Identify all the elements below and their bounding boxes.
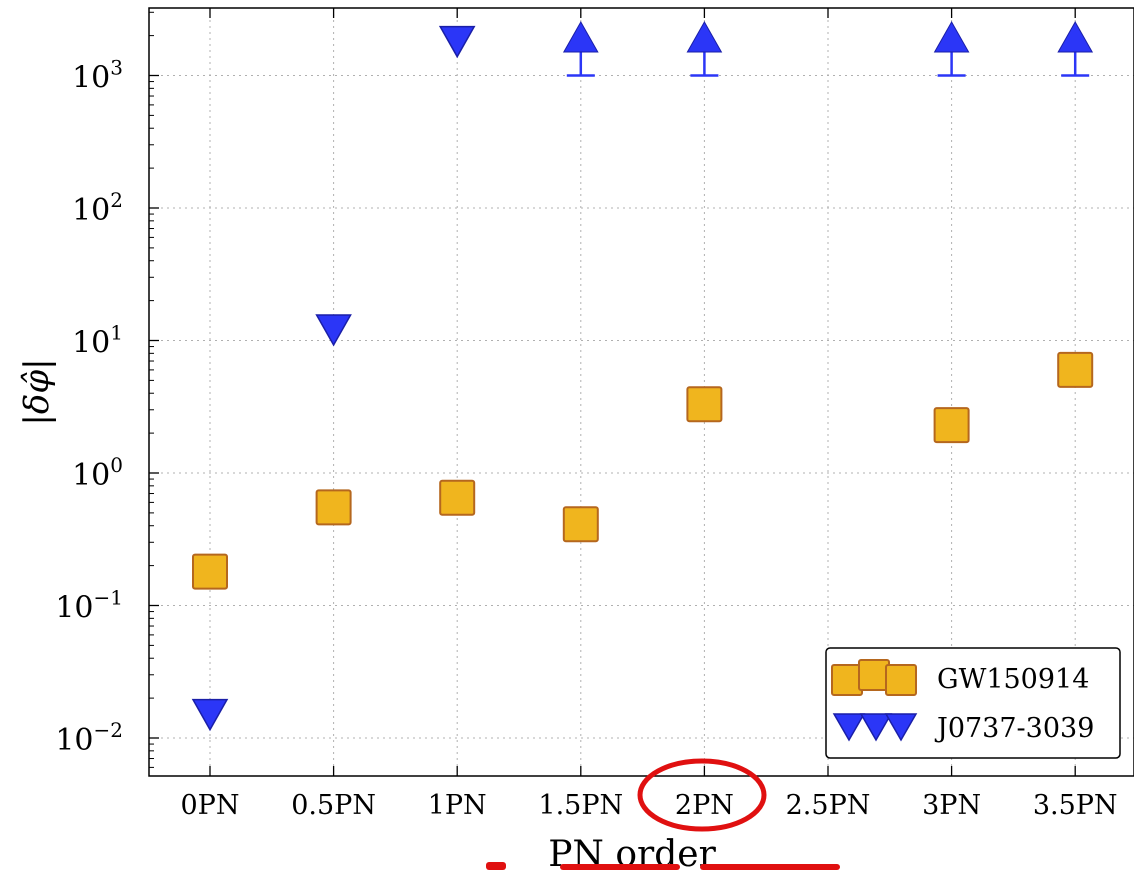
marker-gw150914-2pn: [686, 386, 723, 423]
data-markers: [191, 20, 1094, 732]
legend-square-1: [858, 659, 890, 691]
marker-gw150914-1-5pn: [562, 506, 599, 543]
marker-j0737-3039-0pn: [191, 698, 229, 732]
limit-arrow-j0737-3039-3-5pn: [1057, 20, 1094, 77]
y-tick-label: 100: [72, 453, 123, 493]
legend-label-gw150914: GW150914: [937, 664, 1089, 695]
legend-marker-gw150914: [831, 659, 917, 696]
y-tick-label: 10−2: [55, 718, 123, 758]
marker-j0737-3039-1pn: [438, 25, 476, 59]
limit-arrow-j0737-3039-3pn: [933, 20, 970, 77]
x-tick-label: 3.5PN: [1033, 790, 1118, 821]
marker-j0737-3039-0-5pn: [315, 314, 352, 347]
limit-arrow-j0737-3039-2pn: [686, 20, 723, 77]
x-tick-label: 2.5PN: [786, 790, 871, 821]
y-tick-label: 102: [72, 188, 123, 228]
x-tick-label: 1.5PN: [538, 790, 623, 821]
x-tick-label: 2PN: [675, 790, 734, 821]
x-tick-label: 0.5PN: [291, 790, 376, 821]
marker-gw150914-1pn: [439, 479, 476, 516]
x-tick-label: 0PN: [181, 790, 240, 821]
legend-triangle-0: [832, 713, 866, 742]
legend-triangle-1: [859, 713, 893, 742]
highlight-circle: [637, 758, 767, 832]
legend: GW150914 J0737-3039: [825, 647, 1121, 759]
plot-frame: [148, 7, 1134, 777]
y-tick-label: 103: [72, 56, 123, 96]
legend-square-0: [831, 664, 863, 696]
x-tick-label: 3PN: [922, 790, 981, 821]
legend-marker-j0737-3039: [832, 713, 918, 742]
y-axis-title: |δφ̂|: [17, 358, 57, 425]
marker-gw150914-0pn: [192, 553, 228, 590]
legend-square-2: [885, 664, 917, 696]
x-axis-ticks: 0PN 0.5PN 1PN 1.5PN 2PN 2.5PN 3PN 3.5PN: [181, 8, 1118, 821]
y-tick-label: 10−1: [55, 586, 123, 626]
cropped-red-caption: [486, 862, 840, 870]
y-tick-label: 101: [72, 321, 123, 361]
x-tick-label: 1PN: [428, 790, 487, 821]
marker-gw150914-3pn: [933, 407, 970, 444]
limit-arrow-j0737-3039-1-5pn: [562, 20, 599, 77]
legend-label-j0737-3039: J0737-3039: [934, 713, 1094, 744]
legend-triangle-2: [884, 713, 918, 742]
marker-gw150914-0-5pn: [315, 489, 352, 526]
y-axis-ticks: 103 102 101 100 10−1 10−2: [55, 11, 159, 768]
marker-gw150914-3-5pn: [1057, 351, 1094, 388]
